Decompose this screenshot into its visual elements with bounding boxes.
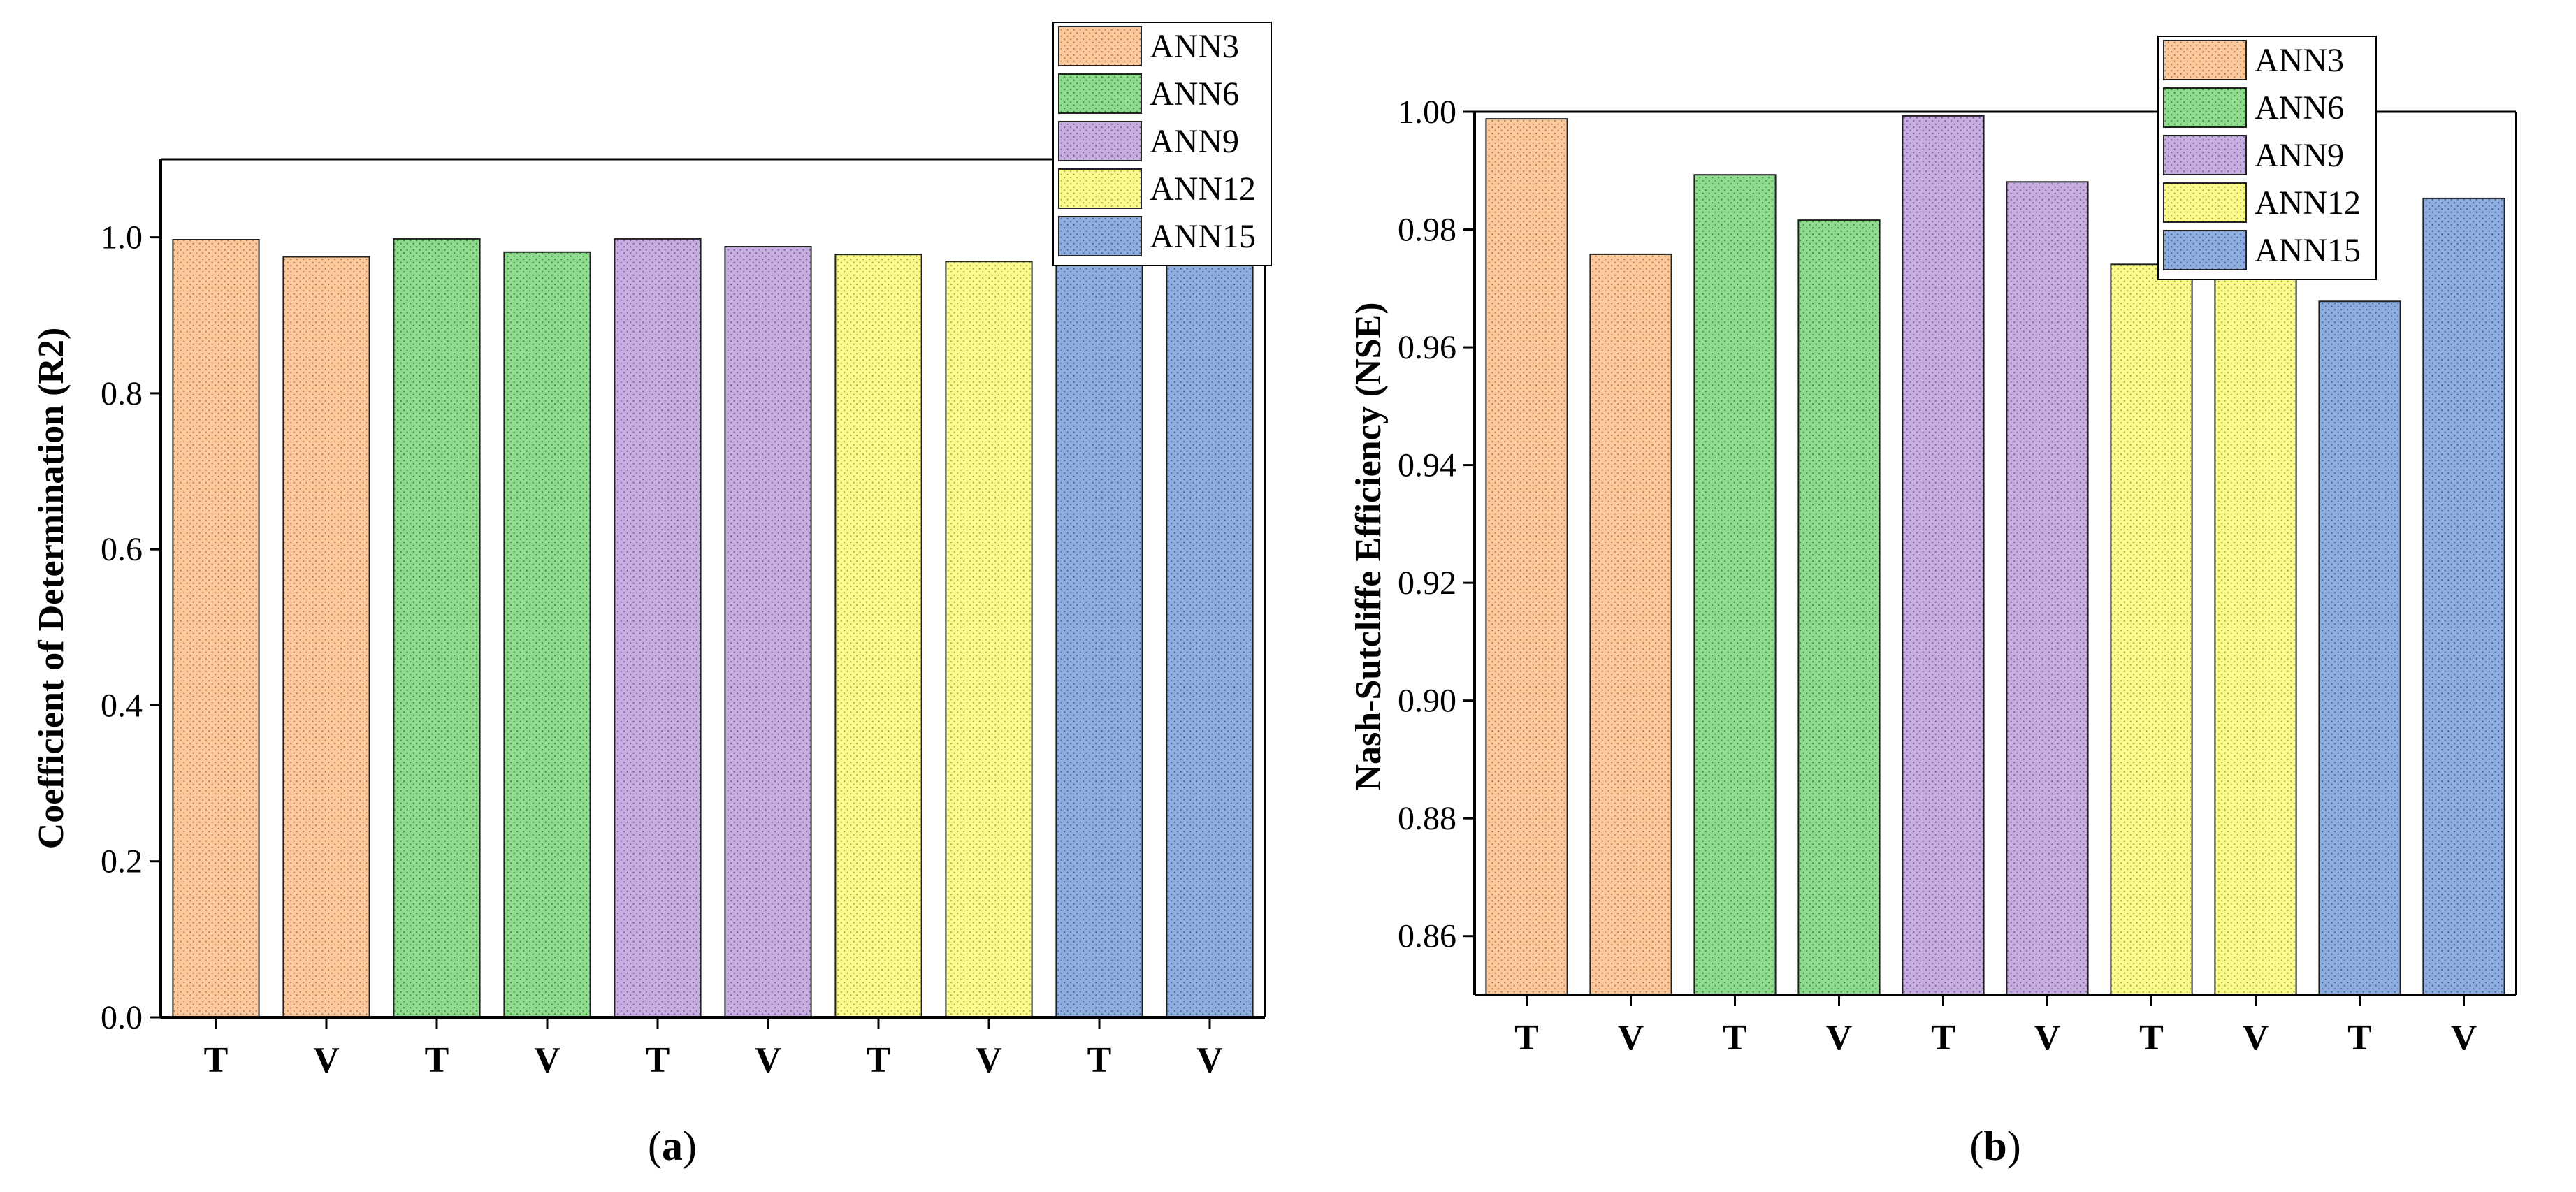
panel-b-bar-5 bbox=[1902, 115, 1985, 996]
panel-b-chart: Nash-Sutcliffe Efficiency (NSE) 0.86 0.88… bbox=[1349, 36, 2517, 1169]
panel-a-x-tick-label: V bbox=[976, 1040, 1002, 1080]
panel-b-x-tick-label: V bbox=[2243, 1018, 2269, 1058]
panel-a-x-tick-label: V bbox=[313, 1040, 340, 1080]
panel-a-y-tick-label: 0.0 bbox=[101, 999, 143, 1036]
panel-a-x-tick-label: V bbox=[534, 1040, 560, 1080]
panel-a-y-tick-label: 1.0 bbox=[101, 219, 143, 256]
panel-a-bar-10 bbox=[1166, 261, 1254, 1019]
panel-a-legend-swatch bbox=[1058, 216, 1142, 256]
panel-a-legend-label: ANN9 bbox=[1150, 123, 1239, 160]
panel-b-legend-swatch bbox=[2163, 230, 2247, 270]
panel-b-y-tick-label: 0.96 bbox=[1398, 329, 1456, 366]
panel-b-bar-1 bbox=[1485, 118, 1568, 996]
panel-b-y-axis-title: Nash-Sutcliffe Efficiency (NSE) bbox=[1349, 302, 1389, 790]
panel-a-bar-2 bbox=[282, 256, 370, 1018]
panel-b-y-tick-label: 0.94 bbox=[1398, 447, 1456, 484]
panel-b-legend-swatch bbox=[2163, 87, 2247, 128]
panel-a-legend-swatch bbox=[1058, 168, 1142, 209]
panel-b-caption: (b) bbox=[1969, 1123, 2020, 1169]
panel-b-x-tick-label: T bbox=[1723, 1018, 1747, 1058]
panel-a-bar-4 bbox=[503, 251, 591, 1018]
panel-a-legend-label: ANN15 bbox=[1150, 218, 1256, 255]
panel-a-legend-label: ANN12 bbox=[1150, 170, 1256, 208]
panel-a-y-tick-label: 0.2 bbox=[101, 843, 143, 880]
panel-a-bar-1 bbox=[172, 239, 260, 1018]
panel-b-bar-6 bbox=[2006, 181, 2089, 996]
panel-a-bar-5 bbox=[614, 238, 702, 1018]
panel-b-x-tick-label: V bbox=[1826, 1018, 1853, 1058]
panel-a-bar-9 bbox=[1055, 253, 1143, 1019]
panel-b-bar-10 bbox=[2422, 197, 2505, 996]
panel-a-y-tick-label: 0.4 bbox=[101, 687, 143, 724]
panel-a-bar-8 bbox=[945, 261, 1033, 1019]
panel-b-legend-swatch bbox=[2163, 135, 2247, 175]
panel-b-bar-9 bbox=[2318, 300, 2401, 996]
panel-a-legend-swatch bbox=[1058, 73, 1142, 114]
panel-a-chart: Coefficient of Determination (R2) 0.0 0.2… bbox=[31, 22, 1272, 1169]
panel-a-bar-6 bbox=[724, 246, 812, 1018]
panel-b-legend-label: ANN12 bbox=[2255, 184, 2361, 221]
panel-b-y-tick-label: 1.00 bbox=[1398, 94, 1456, 131]
panel-b-x-tick-label: T bbox=[1931, 1018, 1955, 1058]
panel-a-bar-3 bbox=[393, 238, 481, 1018]
panel-a-y-tick-label: 0.8 bbox=[101, 375, 143, 412]
panel-b-x-tick-label: V bbox=[2034, 1018, 2061, 1058]
panel-b-x-tick-label: T bbox=[2139, 1018, 2164, 1058]
panel-b-y-tick-label: 0.92 bbox=[1398, 565, 1456, 602]
panel-a-y-tick-label: 0.6 bbox=[101, 531, 143, 568]
panel-b-x-tick-label: T bbox=[2347, 1018, 2372, 1058]
panel-b-bar-4 bbox=[1797, 219, 1881, 996]
panel-a-caption: (a) bbox=[648, 1123, 697, 1169]
panel-a-legend-label: ANN6 bbox=[1150, 75, 1239, 112]
panel-a-legend-swatch bbox=[1058, 121, 1142, 161]
panel-a-y-axis-title: Coefficient of Determination (R2) bbox=[31, 328, 71, 850]
panel-a-x-tick-label: T bbox=[646, 1040, 670, 1080]
panel-b-y-tick-label: 0.86 bbox=[1398, 918, 1456, 955]
panel-a-bar-7 bbox=[834, 254, 922, 1019]
panel-a-x-tick-label: T bbox=[1087, 1040, 1112, 1080]
panel-b-legend-label: ANN9 bbox=[2255, 137, 2344, 174]
panel-a-x-tick-label: T bbox=[867, 1040, 891, 1080]
panel-a-legend-swatch bbox=[1058, 26, 1142, 66]
panel-a-x-tick-label: V bbox=[1196, 1040, 1223, 1080]
panel-b-bar-8 bbox=[2214, 265, 2297, 996]
panel-a-x-tick-label: T bbox=[204, 1040, 229, 1080]
panel-b-bar-3 bbox=[1693, 174, 1777, 996]
panel-b-y-tick-label: 0.88 bbox=[1398, 800, 1456, 837]
panel-b-legend-label: ANN3 bbox=[2255, 42, 2344, 79]
panel-a-x-tick-label: T bbox=[425, 1040, 449, 1080]
panel-b-x-tick-label: T bbox=[1514, 1018, 1539, 1058]
panel-b-legend-label: ANN15 bbox=[2255, 232, 2361, 269]
panel-b-y-tick-label: 0.98 bbox=[1398, 212, 1456, 249]
panel-b-x-tick-label: V bbox=[1618, 1018, 1644, 1058]
panel-b-bar-7 bbox=[2110, 263, 2193, 996]
panel-b-legend-swatch bbox=[2163, 40, 2247, 80]
panel-b-y-tick-label: 0.90 bbox=[1398, 683, 1456, 720]
panel-b-x-tick-label: V bbox=[2451, 1018, 2477, 1058]
panel-a-x-tick-label: V bbox=[755, 1040, 781, 1080]
panel-a-legend-label: ANN3 bbox=[1150, 28, 1239, 65]
panel-b-legend-label: ANN6 bbox=[2255, 89, 2344, 126]
panel-b-bar-2 bbox=[1589, 253, 1672, 996]
panel-b-legend-swatch bbox=[2163, 182, 2247, 223]
